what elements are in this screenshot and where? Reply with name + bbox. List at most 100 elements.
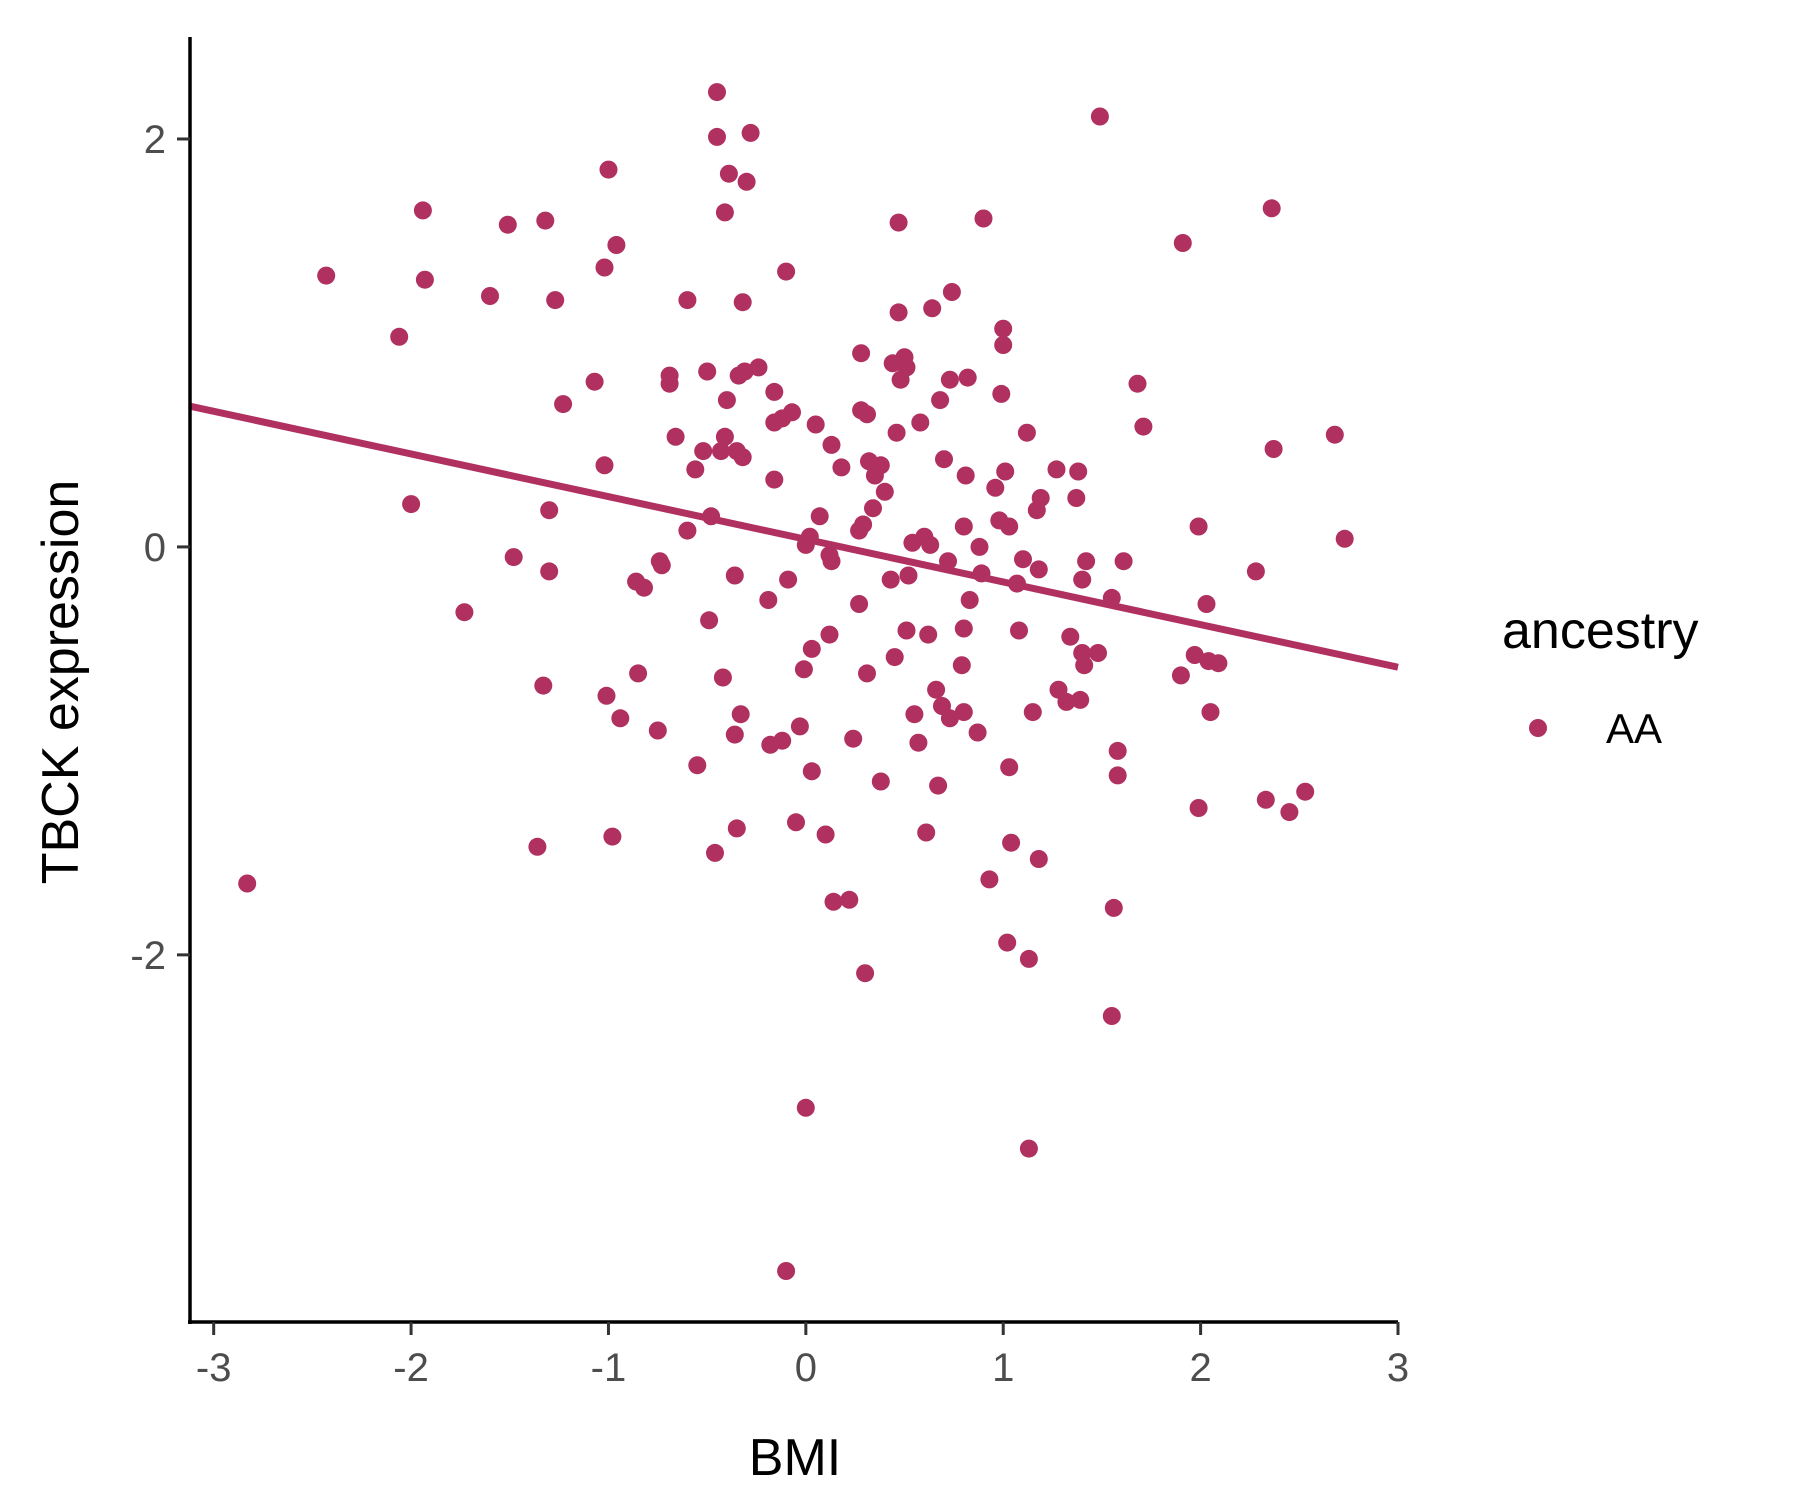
data-point bbox=[887, 423, 906, 442]
data-point bbox=[994, 336, 1013, 354]
data-point bbox=[822, 552, 841, 571]
data-point bbox=[413, 201, 432, 220]
data-point bbox=[917, 823, 936, 842]
data-point bbox=[858, 664, 876, 683]
data-point bbox=[1201, 703, 1220, 722]
data-point bbox=[595, 258, 614, 277]
data-point bbox=[864, 499, 882, 518]
y-tick-label: -2 bbox=[130, 934, 166, 978]
x-axis-ticks: -3 -2 -1 0 1 2 3 bbox=[196, 1322, 1409, 1390]
data-point bbox=[595, 456, 614, 475]
data-point bbox=[1108, 766, 1127, 785]
data-point bbox=[958, 368, 977, 387]
x-tick-label: -2 bbox=[393, 1346, 429, 1390]
data-point bbox=[783, 403, 801, 422]
data-point bbox=[850, 595, 869, 613]
data-point bbox=[731, 705, 750, 724]
data-point bbox=[1246, 562, 1265, 581]
data-point bbox=[1075, 656, 1094, 675]
data-point bbox=[1134, 417, 1153, 436]
data-point bbox=[715, 427, 734, 446]
data-point bbox=[1000, 517, 1019, 536]
data-point bbox=[534, 676, 553, 695]
data-point bbox=[952, 656, 971, 675]
data-point bbox=[1335, 529, 1354, 548]
data-point bbox=[603, 827, 622, 846]
data-point bbox=[741, 123, 760, 142]
data-point bbox=[996, 462, 1015, 481]
y-axis-title: TBCK expression bbox=[32, 480, 90, 885]
data-point bbox=[854, 515, 873, 534]
legend-title: ancestry bbox=[1502, 602, 1699, 660]
data-point bbox=[528, 837, 547, 856]
data-point bbox=[919, 625, 938, 644]
data-point bbox=[790, 717, 809, 736]
data-point bbox=[607, 236, 626, 254]
data-point bbox=[889, 213, 908, 232]
data-point bbox=[806, 415, 825, 434]
data-point bbox=[885, 648, 904, 667]
data-point bbox=[706, 843, 724, 862]
data-point bbox=[954, 619, 973, 638]
data-point bbox=[852, 344, 871, 363]
data-point bbox=[1325, 425, 1344, 444]
legend-label-aa: AA bbox=[1606, 705, 1662, 752]
data-point bbox=[1089, 644, 1107, 662]
data-point bbox=[1090, 107, 1109, 126]
data-point bbox=[1173, 234, 1192, 252]
data-point bbox=[960, 591, 979, 609]
data-point bbox=[1128, 374, 1147, 393]
data-point bbox=[1047, 460, 1066, 479]
data-point bbox=[897, 358, 916, 377]
data-point bbox=[1071, 690, 1090, 709]
data-point bbox=[698, 362, 717, 381]
data-point bbox=[986, 478, 1005, 497]
data-point bbox=[1264, 440, 1283, 458]
trend-line bbox=[189, 402, 1399, 671]
data-point bbox=[1029, 560, 1048, 579]
data-point bbox=[648, 721, 667, 740]
data-point bbox=[611, 709, 630, 728]
data-point bbox=[708, 127, 726, 146]
data-point bbox=[856, 964, 875, 983]
data-point bbox=[921, 535, 940, 554]
data-point bbox=[875, 482, 894, 501]
data-point bbox=[629, 664, 648, 683]
data-point bbox=[694, 442, 713, 461]
data-point bbox=[844, 729, 863, 748]
data-point bbox=[536, 211, 555, 230]
data-point bbox=[765, 470, 784, 489]
data-point bbox=[802, 762, 821, 781]
data-point bbox=[455, 603, 474, 622]
data-point bbox=[1197, 595, 1216, 613]
data-point bbox=[686, 460, 705, 479]
data-point bbox=[317, 266, 336, 285]
x-axis-title: BMI bbox=[749, 1429, 841, 1487]
data-point bbox=[765, 382, 784, 401]
data-point bbox=[599, 160, 618, 179]
data-point bbox=[840, 890, 859, 909]
data-point bbox=[554, 395, 573, 414]
data-point bbox=[794, 660, 813, 679]
data-point bbox=[733, 293, 752, 312]
data-point bbox=[700, 611, 719, 630]
data-point bbox=[1185, 646, 1204, 664]
data-point bbox=[822, 435, 841, 454]
data-point bbox=[1010, 621, 1028, 640]
data-point bbox=[1019, 1139, 1038, 1158]
data-point bbox=[635, 578, 653, 597]
x-tick-label: 1 bbox=[992, 1346, 1014, 1390]
data-point bbox=[727, 819, 746, 838]
data-point bbox=[810, 507, 829, 526]
data-point bbox=[935, 450, 953, 469]
data-point bbox=[585, 372, 604, 391]
legend: ancestry AA bbox=[1502, 602, 1699, 752]
data-point bbox=[390, 327, 409, 346]
data-point bbox=[881, 570, 900, 589]
data-point bbox=[927, 680, 946, 699]
x-tick-label: 2 bbox=[1189, 1346, 1211, 1390]
data-point bbox=[787, 813, 805, 832]
data-point bbox=[796, 1098, 815, 1117]
data-point bbox=[540, 562, 559, 581]
data-point bbox=[1104, 898, 1123, 917]
